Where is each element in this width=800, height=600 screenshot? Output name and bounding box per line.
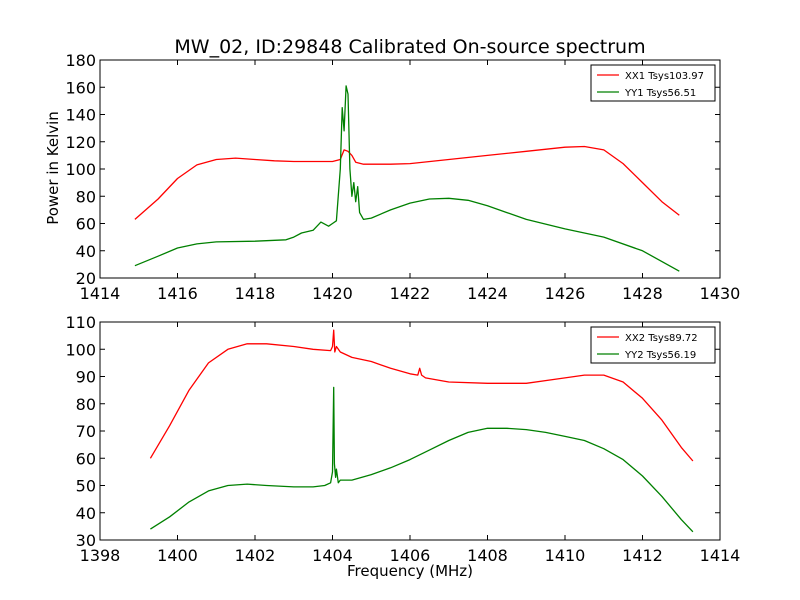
bottom-y-tick-label: 110 <box>65 313 96 332</box>
bottom-x-tick-label: 1406 <box>390 546 431 565</box>
top-series-yy1-line <box>134 85 680 272</box>
top-y-tick-label: 180 <box>65 51 96 70</box>
top-x-tick-label: 1418 <box>235 284 276 303</box>
top-x-tick-label: 1422 <box>390 284 431 303</box>
top-x-tick-label: 1426 <box>545 284 586 303</box>
bottom-y-tick-label: 100 <box>65 340 96 359</box>
bottom-x-tick-label: 1402 <box>235 546 276 565</box>
bottom-y-tick-label: 70 <box>76 422 96 441</box>
top-legend: XX1 Tsys103.97 YY1 Tsys56.51 <box>590 64 716 102</box>
top-legend-label: YY1 Tsys56.51 <box>624 88 696 99</box>
top-y-tick-label: 100 <box>65 160 96 179</box>
bottom-y-tick-label: 60 <box>76 449 96 468</box>
bottom-y-tick-label: 50 <box>76 477 96 496</box>
top-x-tick-label: 1430 <box>700 284 741 303</box>
top-x-tick-label: 1414 <box>80 284 121 303</box>
bottom-x-tick-label: 1410 <box>545 546 586 565</box>
bottom-legend: XX2 Tsys89.72 YY2 Tsys56.19 <box>590 326 716 364</box>
top-y-tick-label: 40 <box>76 242 96 261</box>
bottom-x-tick-label: 1414 <box>700 546 741 565</box>
bottom-y-tick-label: 80 <box>76 395 96 414</box>
bottom-series-yy2-line <box>150 386 694 533</box>
top-legend-label: XX1 Tsys103.97 <box>625 71 704 82</box>
bottom-x-tick-label: 1412 <box>622 546 663 565</box>
top-y-tick-label: 160 <box>65 78 96 97</box>
top-y-tick-label: 80 <box>76 187 96 206</box>
top-x-tick-label: 1416 <box>157 284 198 303</box>
x-axis-label: Frequency (MHz) <box>347 562 473 580</box>
top-y-tick-label: 60 <box>76 215 96 234</box>
top-legend-box <box>590 64 716 102</box>
bottom-y-tick-label: 30 <box>76 531 96 550</box>
bottom-legend-label: XX2 Tsys89.72 <box>625 333 698 344</box>
top-y-tick-label: 140 <box>65 106 96 125</box>
bottom-x-tick-label: 1398 <box>80 546 121 565</box>
top-x-tick-label: 1420 <box>312 284 353 303</box>
bottom-x-tick-label: 1404 <box>312 546 353 565</box>
top-x-tick-label: 1424 <box>467 284 508 303</box>
top-y-tick-label: 120 <box>65 133 96 152</box>
bottom-legend-label: YY2 Tsys56.19 <box>624 350 696 361</box>
top-spectrum-panel: 1414 1416 1418 1420 1422 1424 1426 1428 1430 20 40… <box>65 51 740 303</box>
bottom-y-tick-label: 40 <box>76 504 96 523</box>
top-x-tick-label: 1428 <box>622 284 663 303</box>
y-axis-label: Power in Kelvin <box>44 111 62 225</box>
bottom-series-xx2-line <box>149 329 694 462</box>
bottom-x-tick-label: 1408 <box>467 546 508 565</box>
bottom-x-tick-label: 1400 <box>157 546 198 565</box>
top-series-xx1-line <box>134 145 680 220</box>
top-y-tick-label: 20 <box>76 269 96 288</box>
bottom-legend-box <box>590 326 716 364</box>
chart-title: MW_02, ID:29848 Calibrated On-source spe… <box>174 36 645 58</box>
bottom-spectrum-panel: 1398 1400 1402 1404 1406 1408 1410 1412 1414 30 40… <box>65 313 740 565</box>
bottom-y-tick-label: 90 <box>76 368 96 387</box>
